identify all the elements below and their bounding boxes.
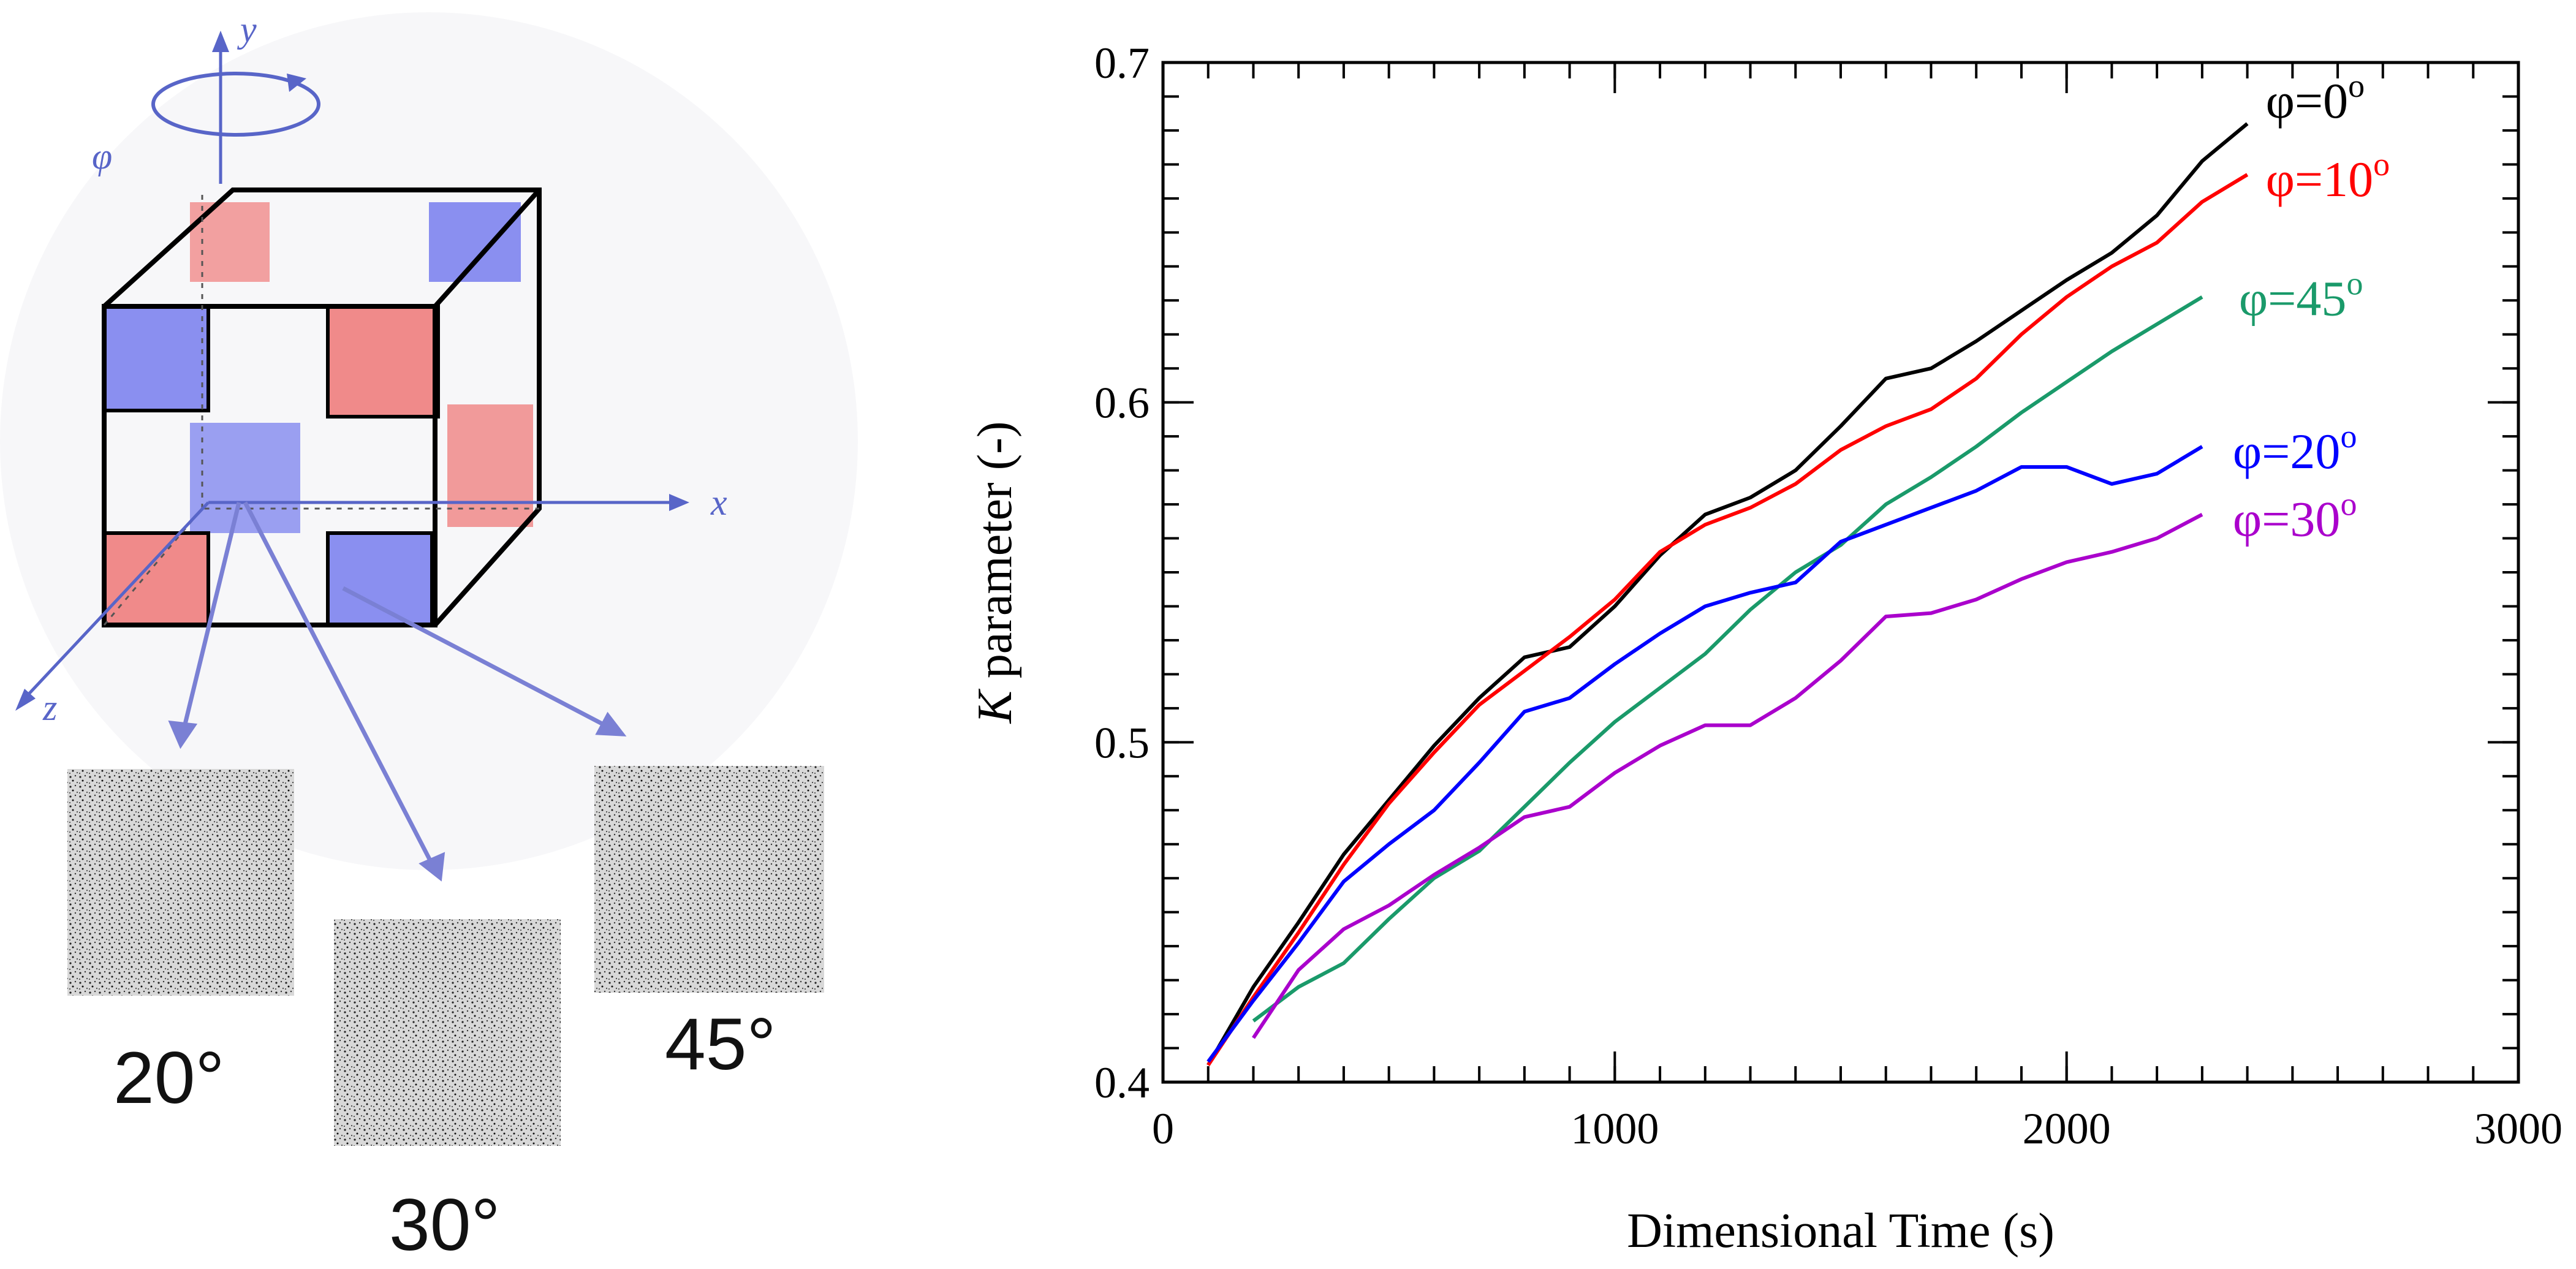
series-label-main: φ=45 <box>2239 271 2347 327</box>
blue-tile <box>326 531 434 627</box>
z-axis-label: z <box>42 688 57 728</box>
blue-tile <box>102 305 210 412</box>
x-axis-label: x <box>710 482 727 523</box>
particle-image-30 <box>334 919 561 1146</box>
cube-edge <box>433 188 541 308</box>
series-lines <box>1207 122 2249 1066</box>
series-label: φ=0o <box>2266 67 2365 129</box>
particle-image-45 <box>594 766 824 993</box>
pointer-arrowhead <box>419 852 445 882</box>
x-tick-label: 2000 <box>2023 1104 2111 1153</box>
red-tile <box>102 531 210 627</box>
series-label-degree: o <box>2346 265 2363 302</box>
z-axis-arrowhead <box>15 689 36 711</box>
cube-front-face <box>102 304 438 627</box>
y-axis-title-rest: parameter (-) <box>968 421 1022 691</box>
series-label-main: φ=30 <box>2233 491 2341 547</box>
series-line <box>1207 445 2203 1063</box>
y-axis-label: y <box>237 9 257 50</box>
tick-labels: 0 1000 2000 3000 0.4 0.5 0.6 0.7 <box>1094 39 2563 1153</box>
phi-label: φ <box>92 136 112 176</box>
cube-wireframe <box>102 188 542 627</box>
y-tick-label: 0.7 <box>1094 39 1150 88</box>
x-axis-arrowhead <box>669 494 689 511</box>
series-label-main: φ=10 <box>2266 151 2374 207</box>
series-label-main: φ=20 <box>2233 423 2341 479</box>
x-tick-label: 3000 <box>2474 1104 2563 1153</box>
series-label-degree: o <box>2340 486 2357 523</box>
particle-image-20 <box>67 769 294 996</box>
series-label-main: φ=0 <box>2266 73 2349 129</box>
pointer-arrows <box>168 501 627 882</box>
plot-frame <box>1161 61 2520 1084</box>
x-tick-label: 0 <box>1152 1104 1174 1153</box>
pointer-arrowhead <box>168 720 198 749</box>
series-label-degree: o <box>2340 418 2357 455</box>
x-axis-title: Dimensional Time (s) <box>1627 1204 2055 1258</box>
y-tick-label: 0.5 <box>1094 718 1150 767</box>
series-label-degree: o <box>2348 67 2365 104</box>
y-axis-arrowhead <box>212 31 229 52</box>
series-label: φ=10o <box>2266 146 2390 207</box>
y-tick-label: 0.6 <box>1094 379 1150 428</box>
y-axis-title-italic: K <box>968 689 1022 724</box>
rotation-arrow-icon <box>151 72 320 137</box>
pointer-arrow-20 <box>181 502 241 730</box>
series-line <box>1252 295 2203 1023</box>
series-label: φ=30o <box>2233 486 2357 547</box>
series-line <box>1252 513 2203 1039</box>
minor-ticks <box>1162 61 2520 1083</box>
series-line <box>1207 122 2249 1066</box>
z-axis-line <box>23 501 210 700</box>
y-axis-title: K parameter (-) <box>968 421 1022 724</box>
pointer-arrow-30 <box>243 501 434 865</box>
red-tile <box>447 404 533 527</box>
x-tick-label: 1000 <box>1570 1104 1659 1153</box>
series-label: φ=45o <box>2239 265 2363 327</box>
red-tile <box>326 305 440 419</box>
y-tick-label: 0.4 <box>1094 1058 1150 1107</box>
rotation-arrowhead-icon <box>287 74 306 92</box>
pointer-arrow-45 <box>342 586 608 729</box>
blue-tile <box>429 202 521 282</box>
angle-caption-30: 30° <box>389 1184 500 1266</box>
blue-tile <box>190 423 300 533</box>
pointer-arrowhead <box>595 711 627 737</box>
series-line <box>1207 173 2249 1066</box>
angle-caption-45: 45° <box>665 1003 776 1085</box>
cube-hidden-edges <box>103 507 539 626</box>
series-label-degree: o <box>2373 146 2390 183</box>
major-ticks <box>1162 61 2520 1083</box>
angle-caption-20: 20° <box>113 1037 224 1119</box>
rotation-schematic: y φ x z <box>0 9 858 1266</box>
schematic-backdrop <box>0 12 858 870</box>
series-label: φ=20o <box>2233 418 2357 479</box>
